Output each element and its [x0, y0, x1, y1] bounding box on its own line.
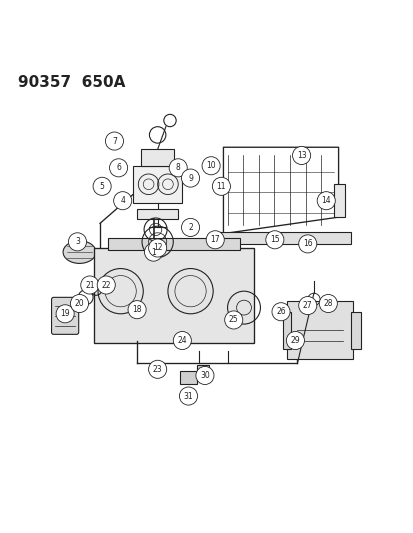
FancyBboxPatch shape: [287, 302, 352, 359]
Circle shape: [271, 303, 290, 321]
Text: 9: 9: [188, 174, 192, 183]
Bar: [196, 365, 209, 375]
Circle shape: [298, 235, 316, 253]
Circle shape: [97, 276, 115, 294]
Text: 17: 17: [210, 235, 219, 244]
Circle shape: [56, 305, 74, 323]
Text: 26: 26: [275, 307, 285, 316]
FancyBboxPatch shape: [52, 297, 78, 334]
Text: 23: 23: [152, 365, 162, 374]
Circle shape: [109, 159, 127, 177]
Text: 13: 13: [296, 151, 306, 160]
FancyBboxPatch shape: [94, 248, 254, 343]
Circle shape: [148, 360, 166, 378]
Circle shape: [286, 332, 304, 350]
Text: 22: 22: [101, 280, 111, 289]
Circle shape: [298, 296, 316, 314]
Text: 90357  650A: 90357 650A: [18, 75, 125, 90]
Text: 15: 15: [269, 235, 279, 244]
Circle shape: [265, 231, 283, 249]
Circle shape: [181, 219, 199, 237]
Circle shape: [224, 311, 242, 329]
Text: 20: 20: [74, 299, 84, 308]
Bar: [334, 184, 344, 217]
Text: 28: 28: [323, 299, 332, 308]
Bar: [219, 231, 350, 244]
Text: 7: 7: [112, 136, 116, 146]
Bar: [128, 239, 178, 246]
Text: 31: 31: [183, 392, 193, 400]
Circle shape: [169, 159, 187, 177]
Text: 19: 19: [60, 309, 70, 318]
Circle shape: [195, 366, 214, 384]
Circle shape: [173, 332, 191, 350]
Text: 6: 6: [116, 163, 121, 172]
Circle shape: [148, 239, 166, 257]
Text: 2: 2: [188, 223, 192, 232]
Text: 16: 16: [302, 239, 312, 248]
Text: 1: 1: [151, 248, 156, 256]
Circle shape: [144, 243, 162, 261]
Ellipse shape: [63, 241, 96, 263]
Text: 25: 25: [228, 316, 238, 325]
Text: 30: 30: [199, 371, 209, 380]
FancyBboxPatch shape: [141, 149, 174, 166]
Circle shape: [70, 294, 88, 312]
Circle shape: [206, 231, 224, 249]
Text: 18: 18: [132, 305, 142, 314]
Text: 14: 14: [320, 196, 330, 205]
Text: 11: 11: [216, 182, 225, 191]
Circle shape: [93, 177, 111, 196]
Circle shape: [128, 301, 146, 319]
Circle shape: [316, 192, 335, 210]
Text: 24: 24: [177, 336, 187, 345]
Text: 12: 12: [152, 244, 162, 253]
Text: 8: 8: [176, 163, 180, 172]
Circle shape: [202, 157, 220, 175]
Text: 21: 21: [85, 280, 94, 289]
Circle shape: [318, 294, 337, 312]
Circle shape: [105, 132, 123, 150]
Circle shape: [292, 147, 310, 165]
FancyBboxPatch shape: [133, 166, 182, 203]
Circle shape: [81, 276, 99, 294]
Circle shape: [68, 233, 86, 251]
Text: 3: 3: [75, 237, 80, 246]
Text: 5: 5: [100, 182, 104, 191]
Text: 4: 4: [120, 196, 125, 205]
Bar: [282, 312, 291, 349]
Text: 10: 10: [206, 161, 216, 170]
Text: 29: 29: [290, 336, 299, 345]
Circle shape: [114, 192, 131, 210]
Circle shape: [212, 177, 230, 196]
Bar: [180, 372, 196, 384]
Bar: [137, 209, 178, 219]
Bar: [350, 312, 360, 349]
Circle shape: [179, 387, 197, 405]
Bar: [108, 238, 239, 250]
Circle shape: [181, 169, 199, 187]
Text: 27: 27: [302, 301, 312, 310]
